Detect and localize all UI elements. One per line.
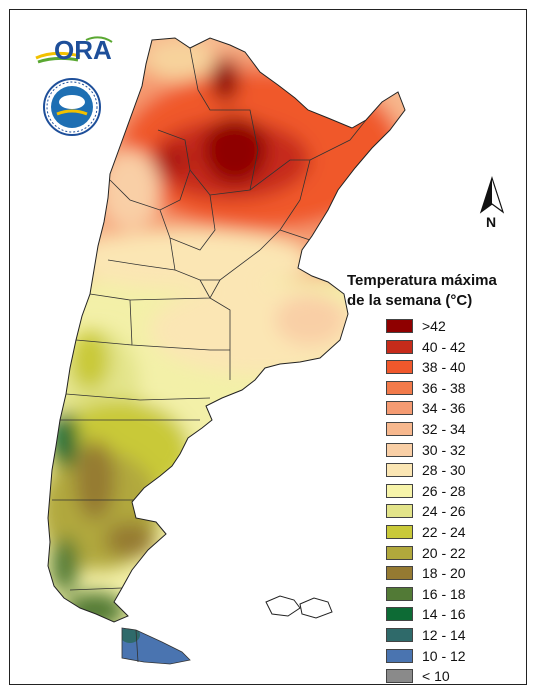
legend-label: 16 - 18 <box>422 585 466 602</box>
legend-swatch <box>386 360 413 375</box>
ora-logo: ORA <box>35 35 113 65</box>
legend-swatch <box>386 483 413 498</box>
map-frame: ORA N Temperatura máxima de la semana (°… <box>9 9 527 685</box>
legend-label: 14 - 16 <box>422 606 466 623</box>
legend-label: 12 - 14 <box>422 626 466 643</box>
legend-swatch <box>386 627 413 642</box>
legend-label: 20 - 22 <box>422 544 466 561</box>
legend-label: 38 - 40 <box>422 359 466 376</box>
legend-swatch <box>386 648 413 663</box>
svg-text:ORA: ORA <box>54 35 112 65</box>
legend-swatch <box>386 524 413 539</box>
argentina-temperature-map <box>47 37 406 665</box>
legend-label: >42 <box>422 318 446 334</box>
legend-label: 24 - 26 <box>422 503 466 520</box>
legend-label: 34 - 36 <box>422 400 466 417</box>
smn-seal-logo <box>43 78 101 136</box>
legend-label: 26 - 28 <box>422 482 466 499</box>
legend-label: < 10 <box>422 668 450 685</box>
legend-swatch <box>386 319 413 333</box>
legend-swatch <box>386 442 413 457</box>
legend-swatch <box>386 380 413 395</box>
legend-label: 32 - 34 <box>422 420 466 437</box>
legend-swatch <box>386 401 413 416</box>
legend-label: 10 - 12 <box>422 647 466 664</box>
legend-swatch <box>386 566 413 581</box>
legend-title: Temperatura máxima de la semana (°C) <box>347 271 497 311</box>
legend-label: 36 - 38 <box>422 379 466 396</box>
falkland-islands <box>265 595 333 619</box>
legend-label: 40 - 42 <box>422 338 466 355</box>
legend-swatch <box>386 463 413 478</box>
legend-swatch <box>386 504 413 519</box>
legend-label: 18 - 20 <box>422 565 466 582</box>
legend-title-line1: Temperatura máxima <box>347 272 497 289</box>
legend-swatch <box>386 339 413 354</box>
legend-label: 28 - 30 <box>422 462 466 479</box>
north-arrow-icon <box>479 176 505 214</box>
legend-swatch <box>386 586 413 601</box>
north-label: N <box>486 214 497 230</box>
legend-swatch <box>386 607 413 622</box>
legend-label: 30 - 32 <box>422 441 466 458</box>
legend-title-line2: de la semana (°C) <box>347 292 473 309</box>
legend-swatch <box>386 669 413 684</box>
legend-swatch <box>386 421 413 436</box>
legend-label: 22 - 24 <box>422 523 466 540</box>
legend-swatch <box>386 545 413 560</box>
